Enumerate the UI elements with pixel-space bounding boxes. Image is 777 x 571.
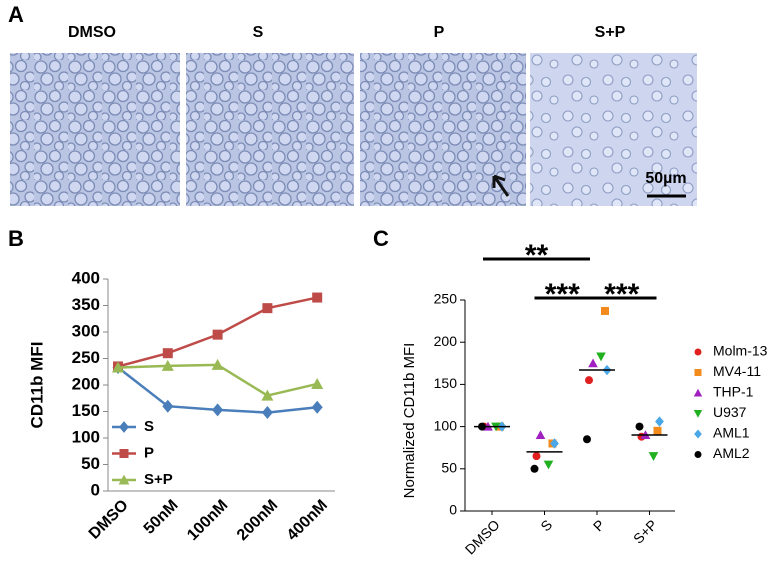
- marker: [635, 422, 644, 431]
- marker: [550, 438, 559, 449]
- legend-label: THP-1: [713, 384, 754, 400]
- marker: [112, 361, 124, 373]
- x-tick-label: DMSO: [86, 497, 132, 543]
- legend-marker: [694, 451, 702, 458]
- marker: [212, 403, 224, 417]
- y-tick-label: 50: [441, 460, 457, 476]
- marker: [601, 306, 609, 315]
- legend-label: P: [144, 444, 154, 461]
- legend-marker: [693, 410, 703, 418]
- image-title: S+P: [595, 24, 626, 41]
- legend-label: MV4-11: [713, 363, 761, 379]
- marker: [535, 430, 546, 440]
- legend-marker: [694, 429, 702, 439]
- y-axis-title: Normalized CD11b MFI: [401, 343, 418, 499]
- y-axis-title: CD11b MFI: [27, 342, 46, 429]
- legend-marker: [693, 388, 703, 397]
- x-tick-label: S+P: [630, 516, 660, 546]
- legend-marker: [694, 369, 702, 376]
- legend-label: S+P: [144, 471, 173, 488]
- panel-label: B: [8, 226, 24, 251]
- legend-label: Molm-13: [713, 343, 768, 359]
- marker: [596, 352, 606, 362]
- significance-label: ***: [604, 278, 639, 311]
- significance-label: ***: [545, 278, 580, 311]
- y-tick-label: 0: [91, 480, 100, 499]
- micrograph: [10, 53, 180, 206]
- marker: [655, 416, 664, 427]
- marker: [588, 358, 598, 368]
- marker: [162, 348, 173, 359]
- micrograph: [360, 53, 526, 206]
- marker: [583, 435, 591, 444]
- y-tick-label: 150: [434, 375, 458, 391]
- legend-marker: [694, 348, 702, 356]
- image-title: P: [434, 24, 445, 41]
- y-tick-label: 50: [81, 454, 100, 473]
- arrow: [492, 174, 510, 197]
- panel-label: C: [373, 226, 389, 251]
- marker: [261, 406, 273, 420]
- y-tick-label: 350: [72, 295, 100, 314]
- y-tick-label: 0: [449, 502, 457, 518]
- y-tick-label: 100: [72, 427, 100, 446]
- legend-label: AML2: [713, 445, 750, 461]
- y-tick-label: 200: [434, 333, 458, 349]
- y-tick-label: 150: [72, 401, 100, 420]
- y-tick-label: 300: [72, 321, 100, 340]
- micrograph: [530, 53, 697, 206]
- legend-marker: [119, 421, 129, 433]
- marker: [262, 303, 273, 314]
- marker: [585, 376, 593, 385]
- marker: [532, 452, 541, 461]
- marker: [211, 358, 224, 370]
- y-tick-label: 400: [72, 268, 100, 287]
- marker: [162, 399, 174, 413]
- y-tick-label: 250: [434, 291, 458, 307]
- x-tick-label: 100nM: [184, 497, 231, 544]
- panel-label: A: [8, 2, 24, 27]
- marker: [311, 377, 324, 389]
- marker: [311, 400, 323, 414]
- marker: [261, 389, 274, 401]
- legend-label: S: [144, 418, 154, 435]
- y-tick-label: 250: [72, 348, 100, 367]
- image-title: S: [253, 24, 264, 41]
- x-tick-label: 200nM: [234, 497, 281, 544]
- x-tick-label: 50nM: [141, 497, 182, 538]
- legend-marker: [119, 449, 129, 458]
- legend-label: AML1: [713, 425, 750, 441]
- image-title: DMSO: [68, 24, 116, 41]
- marker: [653, 426, 662, 435]
- significance-label: **: [525, 239, 549, 272]
- marker: [648, 452, 659, 461]
- legend-marker: [118, 474, 130, 485]
- marker: [161, 359, 174, 371]
- marker: [530, 464, 539, 473]
- legend-label: U937: [713, 404, 747, 420]
- micrograph: [186, 53, 354, 206]
- y-tick-label: 200: [72, 374, 100, 393]
- scale-bar-label: 50µm: [645, 170, 686, 187]
- x-tick-label: P: [590, 516, 608, 534]
- marker: [543, 460, 554, 470]
- y-tick-label: 100: [434, 417, 458, 433]
- x-tick-label: DMSO: [462, 516, 503, 557]
- x-tick-label: 400nM: [284, 497, 331, 544]
- marker: [312, 292, 323, 303]
- marker: [212, 329, 223, 340]
- x-tick-label: S: [537, 516, 555, 534]
